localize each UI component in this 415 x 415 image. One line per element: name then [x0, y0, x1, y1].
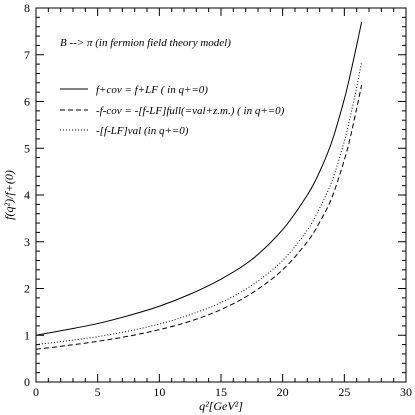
- y-tick-label: 4: [24, 188, 30, 202]
- plot-frame: [35, 7, 407, 383]
- y-tick-label: 0: [24, 375, 30, 389]
- axis-ticks: 0 5 10 15 20 25 30 0 1 2 3 4 5 6 7 8: [24, 1, 412, 399]
- y-tick-label: 1: [24, 328, 30, 342]
- y-axis-label: f(q²)/f+(0): [2, 170, 16, 220]
- series-line-dashed: [35, 85, 363, 350]
- legend-label-dotted: -[f-LF]val (in q+=0): [96, 125, 189, 137]
- chart-annotation: B --> π (in fermion field theory model): [60, 37, 231, 49]
- series-line-solid: [35, 21, 363, 336]
- x-tick-label: 0: [33, 385, 39, 399]
- y-tick-label: 5: [24, 141, 30, 155]
- x-axis-label: q²[GeV²]: [199, 399, 243, 413]
- y-tick-label: 3: [24, 235, 30, 249]
- y-tick-label: 2: [24, 282, 30, 296]
- legend: f+cov = f+LF ( in q+=0) -f-cov = -[f-LF]…: [60, 84, 285, 137]
- x-tick-label: 25: [338, 385, 350, 399]
- y-tick-label: 8: [24, 1, 30, 15]
- x-tick-label: 5: [95, 385, 101, 399]
- series-lines: [35, 21, 363, 350]
- x-tick-label: 10: [153, 385, 165, 399]
- legend-label-dashed: -f-cov = -[f-LF]full(=val+z.m.) ( in q+=…: [96, 105, 285, 117]
- legend-label-solid: f+cov = f+LF ( in q+=0): [96, 84, 208, 96]
- y-tick-label: 6: [24, 95, 30, 109]
- y-tick-label: 7: [24, 48, 30, 62]
- x-tick-label: 30: [400, 385, 412, 399]
- x-tick-label: 20: [277, 385, 289, 399]
- x-tick-label: 15: [215, 385, 227, 399]
